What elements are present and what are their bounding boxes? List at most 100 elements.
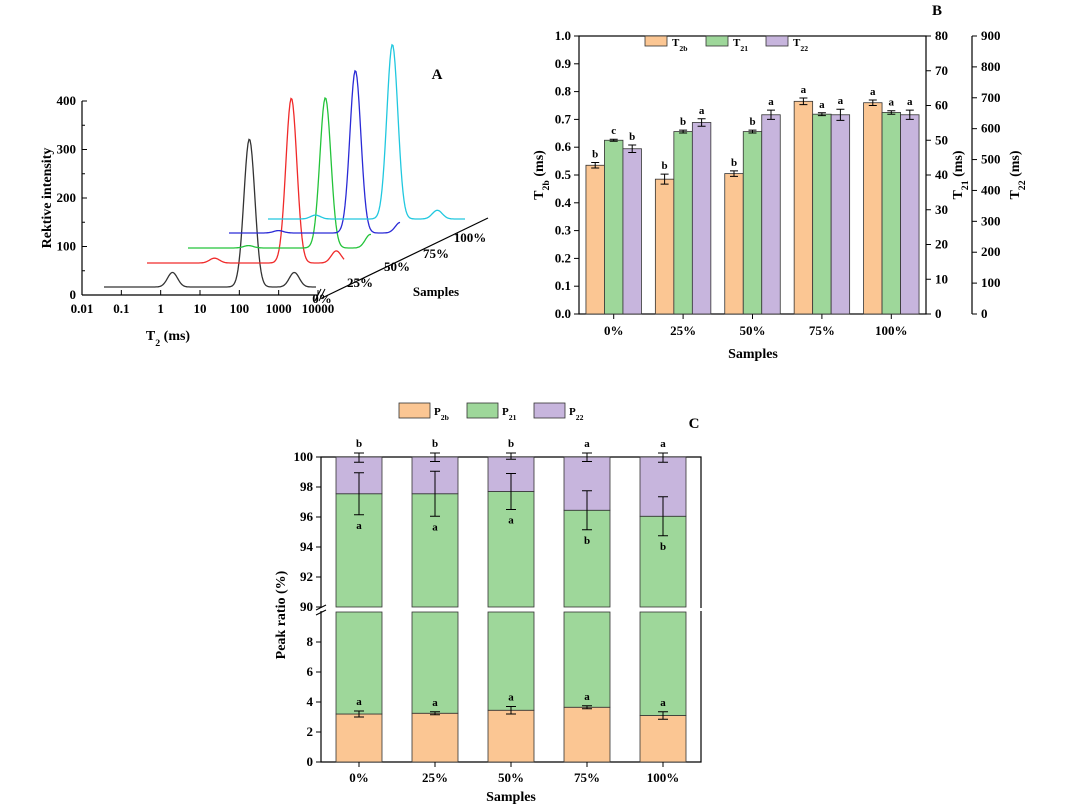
right1-tick-label: 40	[935, 167, 948, 182]
legend-label: P21	[502, 406, 517, 422]
legend-label: P22	[569, 406, 584, 422]
bar-p21-upper	[411, 493, 459, 608]
upper-tick-label: 96	[300, 509, 314, 524]
error-bar	[660, 173, 669, 185]
depth-axis-line	[321, 217, 489, 299]
bar-2b	[724, 173, 744, 315]
x-tick-label: 0%	[349, 770, 369, 785]
error-bar	[836, 108, 845, 121]
y-tick-label: 0	[70, 287, 77, 302]
lower-tick-label: 4	[307, 694, 314, 709]
right-axis-2-label: T22 (ms)	[1008, 150, 1028, 199]
right1-tick-label: 70	[935, 63, 948, 78]
x-tick-label: 25%	[670, 323, 696, 338]
legend-swatch	[533, 402, 566, 419]
bar-22	[622, 148, 642, 315]
bar-21	[812, 113, 832, 315]
axis-break-mark	[315, 604, 327, 616]
right2-tick-label: 900	[981, 28, 1001, 43]
significance-letter-p21: a	[508, 515, 514, 527]
right2-tick-label: 100	[981, 275, 1001, 290]
bar-22	[900, 114, 920, 315]
left-tick-label: 0.4	[555, 195, 572, 210]
bar-p21-lower	[563, 611, 611, 708]
error-bar	[609, 138, 618, 142]
error-bar-p21	[430, 470, 440, 517]
y-axis-label: Peak ratio (%)	[274, 570, 289, 659]
upper-tick-label: 100	[294, 449, 314, 464]
significance-letter: a	[838, 95, 844, 107]
x-tick-label: 50%	[740, 323, 766, 338]
y-tick-label: 200	[57, 190, 77, 205]
right2-tick-label: 700	[981, 90, 1001, 105]
x-tick-label: 1	[157, 301, 164, 316]
bar-21	[673, 131, 693, 315]
significance-letter-p2b: a	[432, 697, 438, 709]
x-tick-label: 75%	[574, 770, 600, 785]
legend-swatch	[705, 35, 729, 47]
lower-tick-label: 0	[307, 754, 314, 769]
significance-letter-p22: b	[432, 438, 438, 450]
significance-letter: a	[801, 84, 807, 96]
left-tick-label: 0.7	[555, 111, 572, 126]
error-bar-p21	[582, 490, 592, 531]
depth-label: 50%	[384, 259, 410, 274]
depth-label: 100%	[454, 230, 487, 245]
left-tick-label: 0.3	[555, 223, 572, 238]
bar-2b	[863, 102, 883, 315]
error-bar-p2b	[582, 705, 592, 710]
depth-axis-label: Samples	[413, 284, 459, 299]
panel-b: B 0.0 0.1 0.2 0.3 0.4 0.5 0.6 0.7 0.8 0.9 1.0 0 10 20 3…	[532, 3, 1028, 362]
legend: P2b P21 P22	[398, 402, 584, 422]
error-bar	[887, 110, 896, 115]
right1-tick-label: 60	[935, 98, 948, 113]
error-bar-p2b	[506, 706, 516, 715]
right2-tick-label: 500	[981, 152, 1001, 167]
bar-21	[881, 112, 901, 315]
panel-label-b: B	[932, 3, 942, 19]
depth-label: 25%	[347, 275, 373, 290]
lower-tick-label: 2	[307, 724, 314, 739]
left-tick-label: 0.1	[555, 278, 571, 293]
significance-letter: c	[611, 125, 616, 137]
error-bar-p2b	[430, 711, 440, 716]
left-tick-label: 0.6	[555, 139, 572, 154]
series-line-100pct	[268, 43, 465, 220]
upper-tick-label: 94	[300, 539, 314, 554]
y-tick-label: 300	[57, 142, 77, 157]
error-bar	[868, 99, 877, 106]
right1-tick-label: 80	[935, 28, 948, 43]
significance-letter: b	[731, 157, 737, 169]
significance-letter-p21: b	[660, 541, 666, 553]
left-tick-label: 0.2	[555, 250, 571, 265]
right2-tick-label: 300	[981, 213, 1001, 228]
legend-swatch	[466, 402, 499, 419]
left-axis-label: T2b (ms)	[532, 150, 552, 200]
x-tick-label: 0.01	[71, 301, 94, 316]
x-tick-label: 1000	[266, 301, 292, 316]
error-bar-p22	[430, 452, 440, 462]
significance-letter-p2b: a	[660, 697, 666, 709]
error-bar-p21	[658, 496, 668, 537]
right1-tick-label: 30	[935, 202, 948, 217]
legend-label: T21	[733, 37, 748, 53]
left-tick-label: 0.9	[555, 56, 572, 71]
significance-letter: b	[749, 116, 755, 128]
right2-tick-label: 800	[981, 59, 1001, 74]
error-bar	[591, 161, 600, 169]
upper-tick-label: 90	[300, 599, 313, 614]
x-tick-label: 75%	[809, 323, 835, 338]
x-tick-label: 25%	[422, 770, 448, 785]
significance-letter-p22: a	[660, 438, 666, 450]
error-bar-p2b	[354, 710, 364, 718]
series-line-50pct	[188, 96, 372, 249]
error-bar-p22	[354, 452, 364, 463]
legend-swatch	[765, 35, 789, 47]
bar-2b	[654, 178, 675, 315]
panel-label-a: A	[432, 67, 443, 83]
legend-label: T22	[793, 37, 808, 53]
lower-tick-label: 8	[307, 634, 314, 649]
series-line-75pct	[229, 69, 401, 234]
left-tick-label: 0.5	[555, 167, 572, 182]
significance-letter: a	[870, 86, 876, 98]
